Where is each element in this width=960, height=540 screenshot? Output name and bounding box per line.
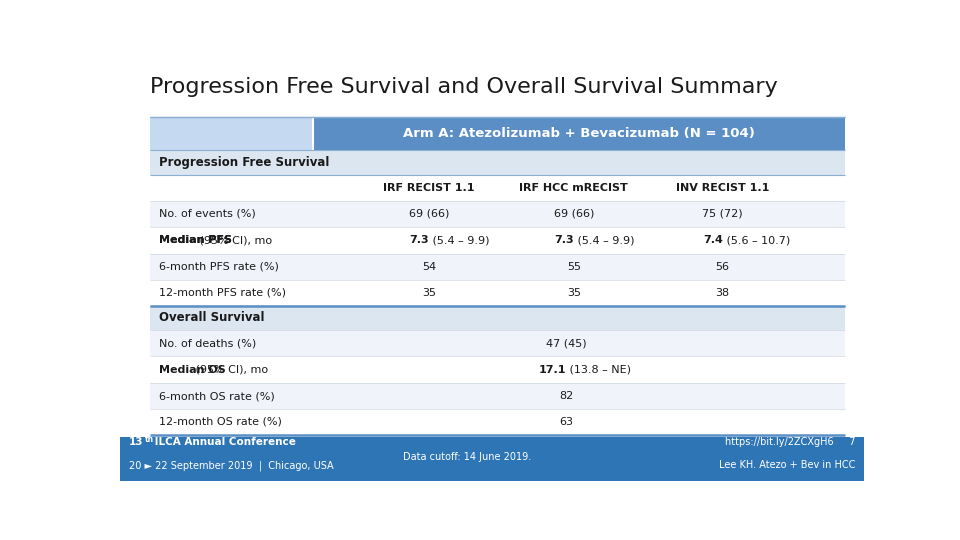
Text: https://bit.ly/2ZCXgH6     7: https://bit.ly/2ZCXgH6 7 xyxy=(725,437,855,447)
Text: 20 ► 22 September 2019  |  Chicago, USA: 20 ► 22 September 2019 | Chicago, USA xyxy=(129,461,333,471)
FancyBboxPatch shape xyxy=(150,254,846,280)
Text: th: th xyxy=(145,435,154,444)
Text: Median OS: Median OS xyxy=(158,364,226,375)
Text: IRF HCC mRECIST: IRF HCC mRECIST xyxy=(519,183,628,193)
Text: (5.6 – 10.7): (5.6 – 10.7) xyxy=(723,235,790,245)
Text: Lee KH. Atezo + Bev in HCC: Lee KH. Atezo + Bev in HCC xyxy=(719,461,855,470)
Text: 7.3: 7.3 xyxy=(409,235,429,245)
FancyBboxPatch shape xyxy=(150,151,846,175)
Text: IRF RECIST 1.1: IRF RECIST 1.1 xyxy=(383,183,474,193)
Text: (5.4 – 9.9): (5.4 – 9.9) xyxy=(574,235,635,245)
Text: (95% CI), mo: (95% CI), mo xyxy=(196,235,272,245)
Text: 75 (72): 75 (72) xyxy=(703,209,743,219)
Text: 35: 35 xyxy=(566,288,581,298)
Text: Overall Survival: Overall Survival xyxy=(158,312,264,325)
Text: 17.1: 17.1 xyxy=(539,364,566,375)
FancyBboxPatch shape xyxy=(150,356,846,383)
Text: 69 (66): 69 (66) xyxy=(409,209,449,219)
Text: 47 (45): 47 (45) xyxy=(546,338,587,348)
Text: Progression Free Survival and Overall Survival Summary: Progression Free Survival and Overall Su… xyxy=(150,77,778,97)
Text: 7.3: 7.3 xyxy=(554,235,574,245)
Text: 6-month PFS rate (%): 6-month PFS rate (%) xyxy=(158,262,278,272)
Text: 13: 13 xyxy=(129,437,143,447)
FancyBboxPatch shape xyxy=(150,409,846,435)
Text: No. of deaths (%): No. of deaths (%) xyxy=(158,338,256,348)
FancyBboxPatch shape xyxy=(313,117,846,151)
Text: INV RECIST 1.1: INV RECIST 1.1 xyxy=(676,183,769,193)
Text: Arm A: Atezolizumab + Bevacizumab (N = 104): Arm A: Atezolizumab + Bevacizumab (N = 1… xyxy=(403,127,756,140)
FancyBboxPatch shape xyxy=(150,306,846,330)
Text: Median PFS (95% CI), mo: Median PFS (95% CI), mo xyxy=(158,235,300,245)
FancyBboxPatch shape xyxy=(150,175,846,201)
Text: (5.4 – 9.9): (5.4 – 9.9) xyxy=(429,235,490,245)
FancyBboxPatch shape xyxy=(150,201,846,227)
Text: 12-month OS rate (%): 12-month OS rate (%) xyxy=(158,417,281,427)
Text: (95% CI), mo: (95% CI), mo xyxy=(192,364,269,375)
Text: Median PFS: Median PFS xyxy=(158,235,231,245)
Text: 12-month PFS rate (%): 12-month PFS rate (%) xyxy=(158,288,286,298)
FancyBboxPatch shape xyxy=(150,227,846,254)
Text: Progression Free Survival: Progression Free Survival xyxy=(158,156,329,169)
Text: Median PFS: Median PFS xyxy=(158,235,231,245)
Text: (13.8 – NE): (13.8 – NE) xyxy=(566,364,632,375)
Text: 38: 38 xyxy=(715,288,730,298)
FancyBboxPatch shape xyxy=(150,280,846,306)
Text: 54: 54 xyxy=(421,262,436,272)
Text: No. of events (%): No. of events (%) xyxy=(158,209,255,219)
Text: 35: 35 xyxy=(421,288,436,298)
Text: 56: 56 xyxy=(715,262,730,272)
Text: 63: 63 xyxy=(560,417,573,427)
Text: 7.4: 7.4 xyxy=(703,235,723,245)
FancyBboxPatch shape xyxy=(150,117,846,151)
Text: 6-month OS rate (%): 6-month OS rate (%) xyxy=(158,391,275,401)
Text: 69 (66): 69 (66) xyxy=(554,209,594,219)
FancyBboxPatch shape xyxy=(150,383,846,409)
Text: ILCA Annual Conference: ILCA Annual Conference xyxy=(152,437,296,447)
FancyBboxPatch shape xyxy=(120,437,864,481)
FancyBboxPatch shape xyxy=(150,330,846,356)
Text: 82: 82 xyxy=(560,391,573,401)
Text: 55: 55 xyxy=(566,262,581,272)
Text: Data cutoff: 14 June 2019.: Data cutoff: 14 June 2019. xyxy=(403,451,531,462)
